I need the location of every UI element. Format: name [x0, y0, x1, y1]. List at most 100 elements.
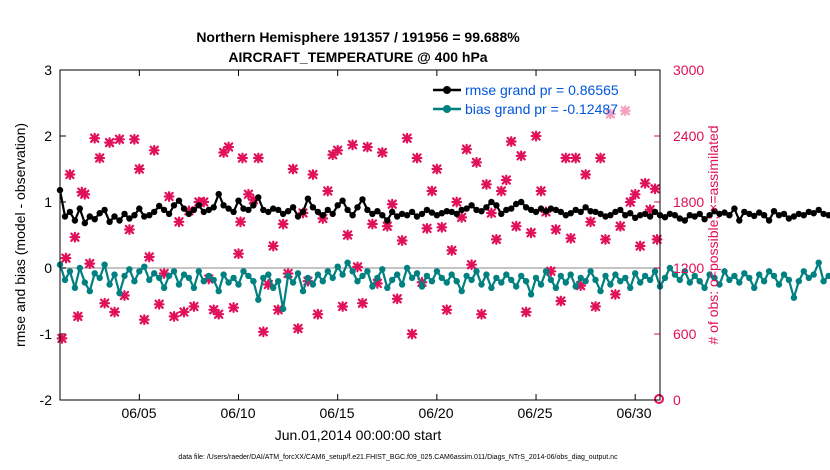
rmse-point [775, 212, 783, 219]
rmse-point [71, 217, 79, 224]
bias-point [671, 271, 679, 278]
rmse-point [790, 213, 798, 220]
legend-rmse-marker [443, 86, 451, 94]
bias-point [205, 272, 212, 280]
bias-point [324, 268, 331, 275]
y-left-tick-label: -2 [40, 392, 53, 408]
rmse-point [458, 206, 465, 214]
bias-point [746, 274, 753, 282]
bias-point [458, 287, 465, 295]
bias-point [532, 274, 540, 282]
bias-point [751, 284, 758, 291]
bias-point [61, 276, 69, 284]
rmse-point [518, 198, 525, 206]
bias-point [121, 272, 128, 280]
bias-point [448, 271, 455, 278]
bias-point [795, 278, 802, 285]
assimilated-point [485, 207, 497, 219]
bias-point [215, 287, 222, 295]
rmse-point [473, 206, 480, 214]
bias-point [299, 287, 307, 295]
bias-point [562, 279, 569, 286]
assimilated-point [213, 308, 225, 320]
assimilated-point [481, 178, 492, 190]
rmse-point [587, 208, 594, 215]
rmse-point [151, 208, 158, 216]
bias-point [76, 264, 84, 272]
assimilated-point [406, 328, 418, 340]
rmse-point [96, 210, 103, 217]
bias-point [537, 281, 545, 288]
assimilated-point [173, 216, 185, 228]
assimilated-point [352, 261, 363, 273]
assimilated-point [237, 152, 248, 164]
bias-point [513, 283, 520, 290]
bias-point [146, 276, 153, 284]
rmse-point [527, 206, 535, 214]
rmse-point [597, 210, 604, 218]
assimilated-point [56, 332, 68, 344]
bias-point [666, 264, 674, 272]
chart-subtitle: AIRCRAFT_TEMPERATURE @ 400 hPa [228, 49, 487, 65]
bias-point [339, 271, 346, 278]
bias-point [597, 287, 604, 295]
assimilated-point [153, 298, 165, 310]
assimilated-point [60, 252, 72, 264]
assimilated-point [257, 326, 269, 338]
rmse-point [260, 206, 267, 214]
rmse-point [245, 206, 252, 214]
bias-point [66, 268, 74, 275]
y-left-axis-label: rmse and bias (model - observation) [12, 123, 28, 347]
rmse-point [165, 210, 173, 218]
bias-point [607, 281, 614, 288]
bias-point [542, 268, 550, 275]
assimilated-point [84, 258, 96, 270]
rmse-point [215, 190, 222, 198]
rmse-point [240, 205, 247, 212]
assimilated-point [128, 133, 140, 145]
rmse-point [379, 212, 386, 219]
bias-point [765, 268, 773, 275]
rmse-point [696, 210, 703, 218]
rmse-point [190, 206, 198, 214]
rmse-point [284, 208, 292, 215]
bias-point [815, 259, 822, 266]
assimilated-point [243, 188, 254, 200]
bias-line [58, 261, 830, 310]
bias-point [741, 270, 748, 277]
bias-point [805, 274, 812, 282]
rmse-point [627, 210, 634, 217]
bias-point [81, 279, 89, 286]
rmse-point [686, 212, 693, 219]
assimilated-point [580, 169, 592, 180]
bias-point [200, 278, 207, 285]
rmse-point [111, 213, 118, 220]
assimilated-point [143, 251, 155, 263]
rmse-point [61, 213, 69, 220]
assimilated-point [629, 188, 641, 200]
bias-point [503, 271, 510, 278]
rmse-point [250, 202, 257, 209]
assimilated-point [396, 235, 408, 246]
rmse-point [200, 208, 207, 216]
rmse-point [646, 213, 654, 220]
rmse-point [805, 208, 812, 216]
bias-point [711, 274, 718, 282]
assimilated-point [252, 152, 264, 164]
bias-point [612, 271, 619, 278]
rmse-point [676, 215, 683, 222]
assimilated-point [510, 220, 522, 232]
rmse-point [136, 205, 143, 212]
y-left-tick-label: 3 [44, 62, 52, 78]
assimilated-point [436, 221, 448, 233]
bias-point [567, 271, 574, 278]
data-file-footnote: data file: /Users/raeder/DAI/ATM_forcXX/… [178, 454, 618, 461]
bias-point [225, 279, 232, 286]
rmse-point [185, 210, 193, 218]
bias-point [275, 278, 282, 285]
rmse-point [324, 206, 331, 214]
assimilated-point [411, 152, 423, 164]
chart-title: Northern Hemisphere 191357 / 191956 = 99… [196, 29, 520, 45]
bias-point [314, 271, 322, 278]
assimilated-point [188, 301, 200, 312]
